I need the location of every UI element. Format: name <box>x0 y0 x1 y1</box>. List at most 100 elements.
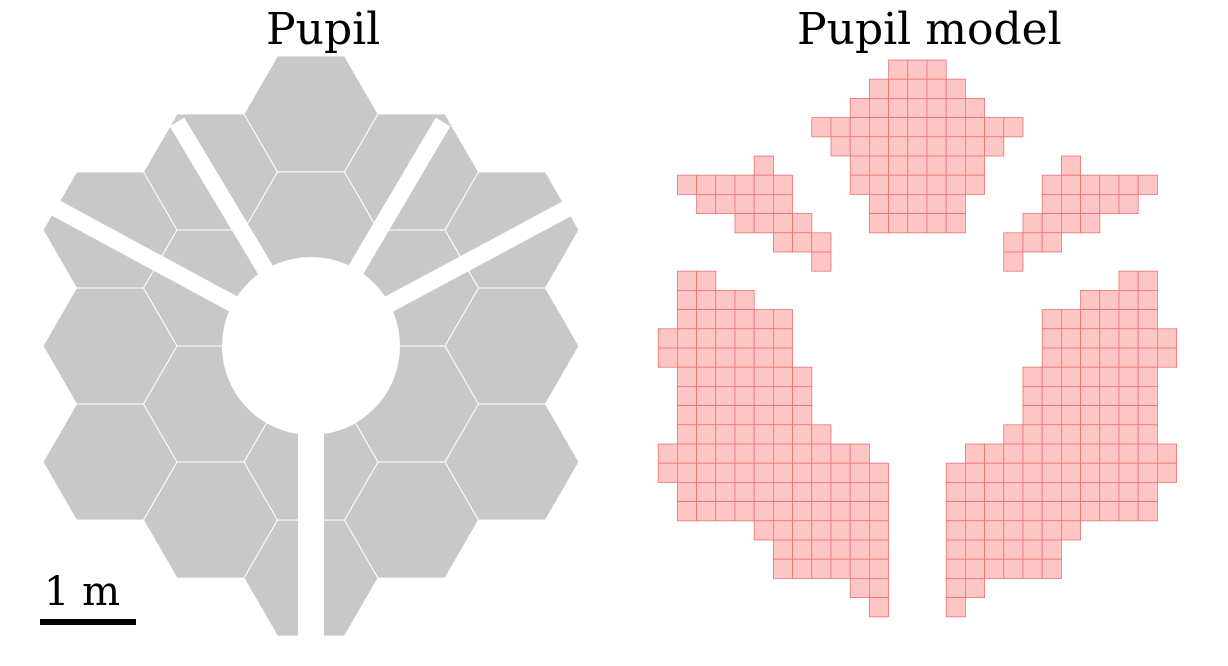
scale-bar <box>40 619 136 625</box>
model-cell <box>773 193 794 214</box>
model-cell <box>1061 309 1082 330</box>
model-cell <box>888 98 909 119</box>
model-cell <box>715 405 736 426</box>
model-cell <box>1041 481 1062 502</box>
model-cell <box>696 405 717 426</box>
model-cell <box>753 481 774 502</box>
model-cell <box>1061 481 1082 502</box>
model-cell <box>773 174 794 195</box>
model-cell <box>753 328 774 349</box>
model-cell <box>965 539 986 560</box>
model-cell <box>1099 501 1120 522</box>
model-cell <box>715 481 736 502</box>
model-cell <box>1099 193 1120 214</box>
model-cell <box>1157 328 1178 349</box>
model-cell <box>849 98 870 119</box>
model-cell <box>907 136 928 157</box>
model-cell <box>792 443 813 464</box>
model-cell <box>926 174 947 195</box>
model-cell <box>657 462 678 483</box>
model-cell <box>753 385 774 406</box>
model-cell <box>792 366 813 387</box>
model-cell <box>945 78 966 99</box>
model-cell <box>1137 481 1158 502</box>
model-cell <box>811 481 832 502</box>
model-cell <box>1080 366 1101 387</box>
model-cell <box>1099 366 1120 387</box>
model-cell <box>869 78 890 99</box>
model-cell <box>965 443 986 464</box>
model-cell <box>945 193 966 214</box>
model-cell <box>792 520 813 541</box>
model-cell <box>696 481 717 502</box>
model-cell <box>792 405 813 426</box>
model-cell <box>945 213 966 234</box>
model-cell <box>734 405 755 426</box>
model-cell <box>715 501 736 522</box>
model-cell <box>773 558 794 579</box>
model-cell <box>1099 443 1120 464</box>
model-cell <box>926 213 947 234</box>
model-cell <box>811 117 832 138</box>
model-cell <box>945 597 966 618</box>
model-cell <box>1041 443 1062 464</box>
model-cell <box>1061 193 1082 214</box>
model-cell <box>1118 462 1139 483</box>
model-cell <box>773 309 794 330</box>
model-cell <box>792 213 813 234</box>
model-cell <box>926 78 947 99</box>
model-cell <box>965 462 986 483</box>
model-cell <box>869 117 890 138</box>
model-cell <box>945 481 966 502</box>
model-cell <box>753 347 774 368</box>
model-cell <box>792 539 813 560</box>
model-cell <box>811 232 832 253</box>
model-cell <box>792 481 813 502</box>
model-cell <box>1022 443 1043 464</box>
model-cell <box>1003 462 1024 483</box>
pupil-model-grid <box>657 59 1178 618</box>
model-cell <box>1118 501 1139 522</box>
model-cell <box>811 520 832 541</box>
model-cell <box>773 424 794 445</box>
model-cell <box>1061 155 1082 176</box>
model-cell <box>1137 270 1158 291</box>
model-cell <box>849 539 870 560</box>
model-cell <box>696 270 717 291</box>
model-cell <box>830 136 851 157</box>
model-cell <box>792 424 813 445</box>
model-cell <box>869 501 890 522</box>
model-cell <box>830 520 851 541</box>
model-cell <box>696 462 717 483</box>
model-cell <box>907 117 928 138</box>
model-cell <box>677 309 698 330</box>
model-cell <box>773 366 794 387</box>
model-cell <box>945 117 966 138</box>
model-cell <box>849 136 870 157</box>
model-cell <box>677 481 698 502</box>
model-cell <box>677 385 698 406</box>
model-cell <box>1137 443 1158 464</box>
model-cell <box>1099 328 1120 349</box>
model-cell <box>926 155 947 176</box>
model-cell <box>830 558 851 579</box>
model-cell <box>696 385 717 406</box>
model-cell <box>984 501 1005 522</box>
model-cell <box>773 347 794 368</box>
model-cell <box>734 347 755 368</box>
model-cell <box>753 309 774 330</box>
model-cell <box>1061 347 1082 368</box>
model-cell <box>792 462 813 483</box>
model-cell <box>1157 462 1178 483</box>
model-cell <box>869 155 890 176</box>
model-cell <box>811 539 832 560</box>
model-cell <box>1137 174 1158 195</box>
model-cell <box>677 424 698 445</box>
model-cell <box>696 366 717 387</box>
model-cell <box>734 481 755 502</box>
model-cell <box>734 424 755 445</box>
model-cell <box>1003 501 1024 522</box>
model-cell <box>869 98 890 119</box>
model-cell <box>696 328 717 349</box>
model-cell <box>715 424 736 445</box>
